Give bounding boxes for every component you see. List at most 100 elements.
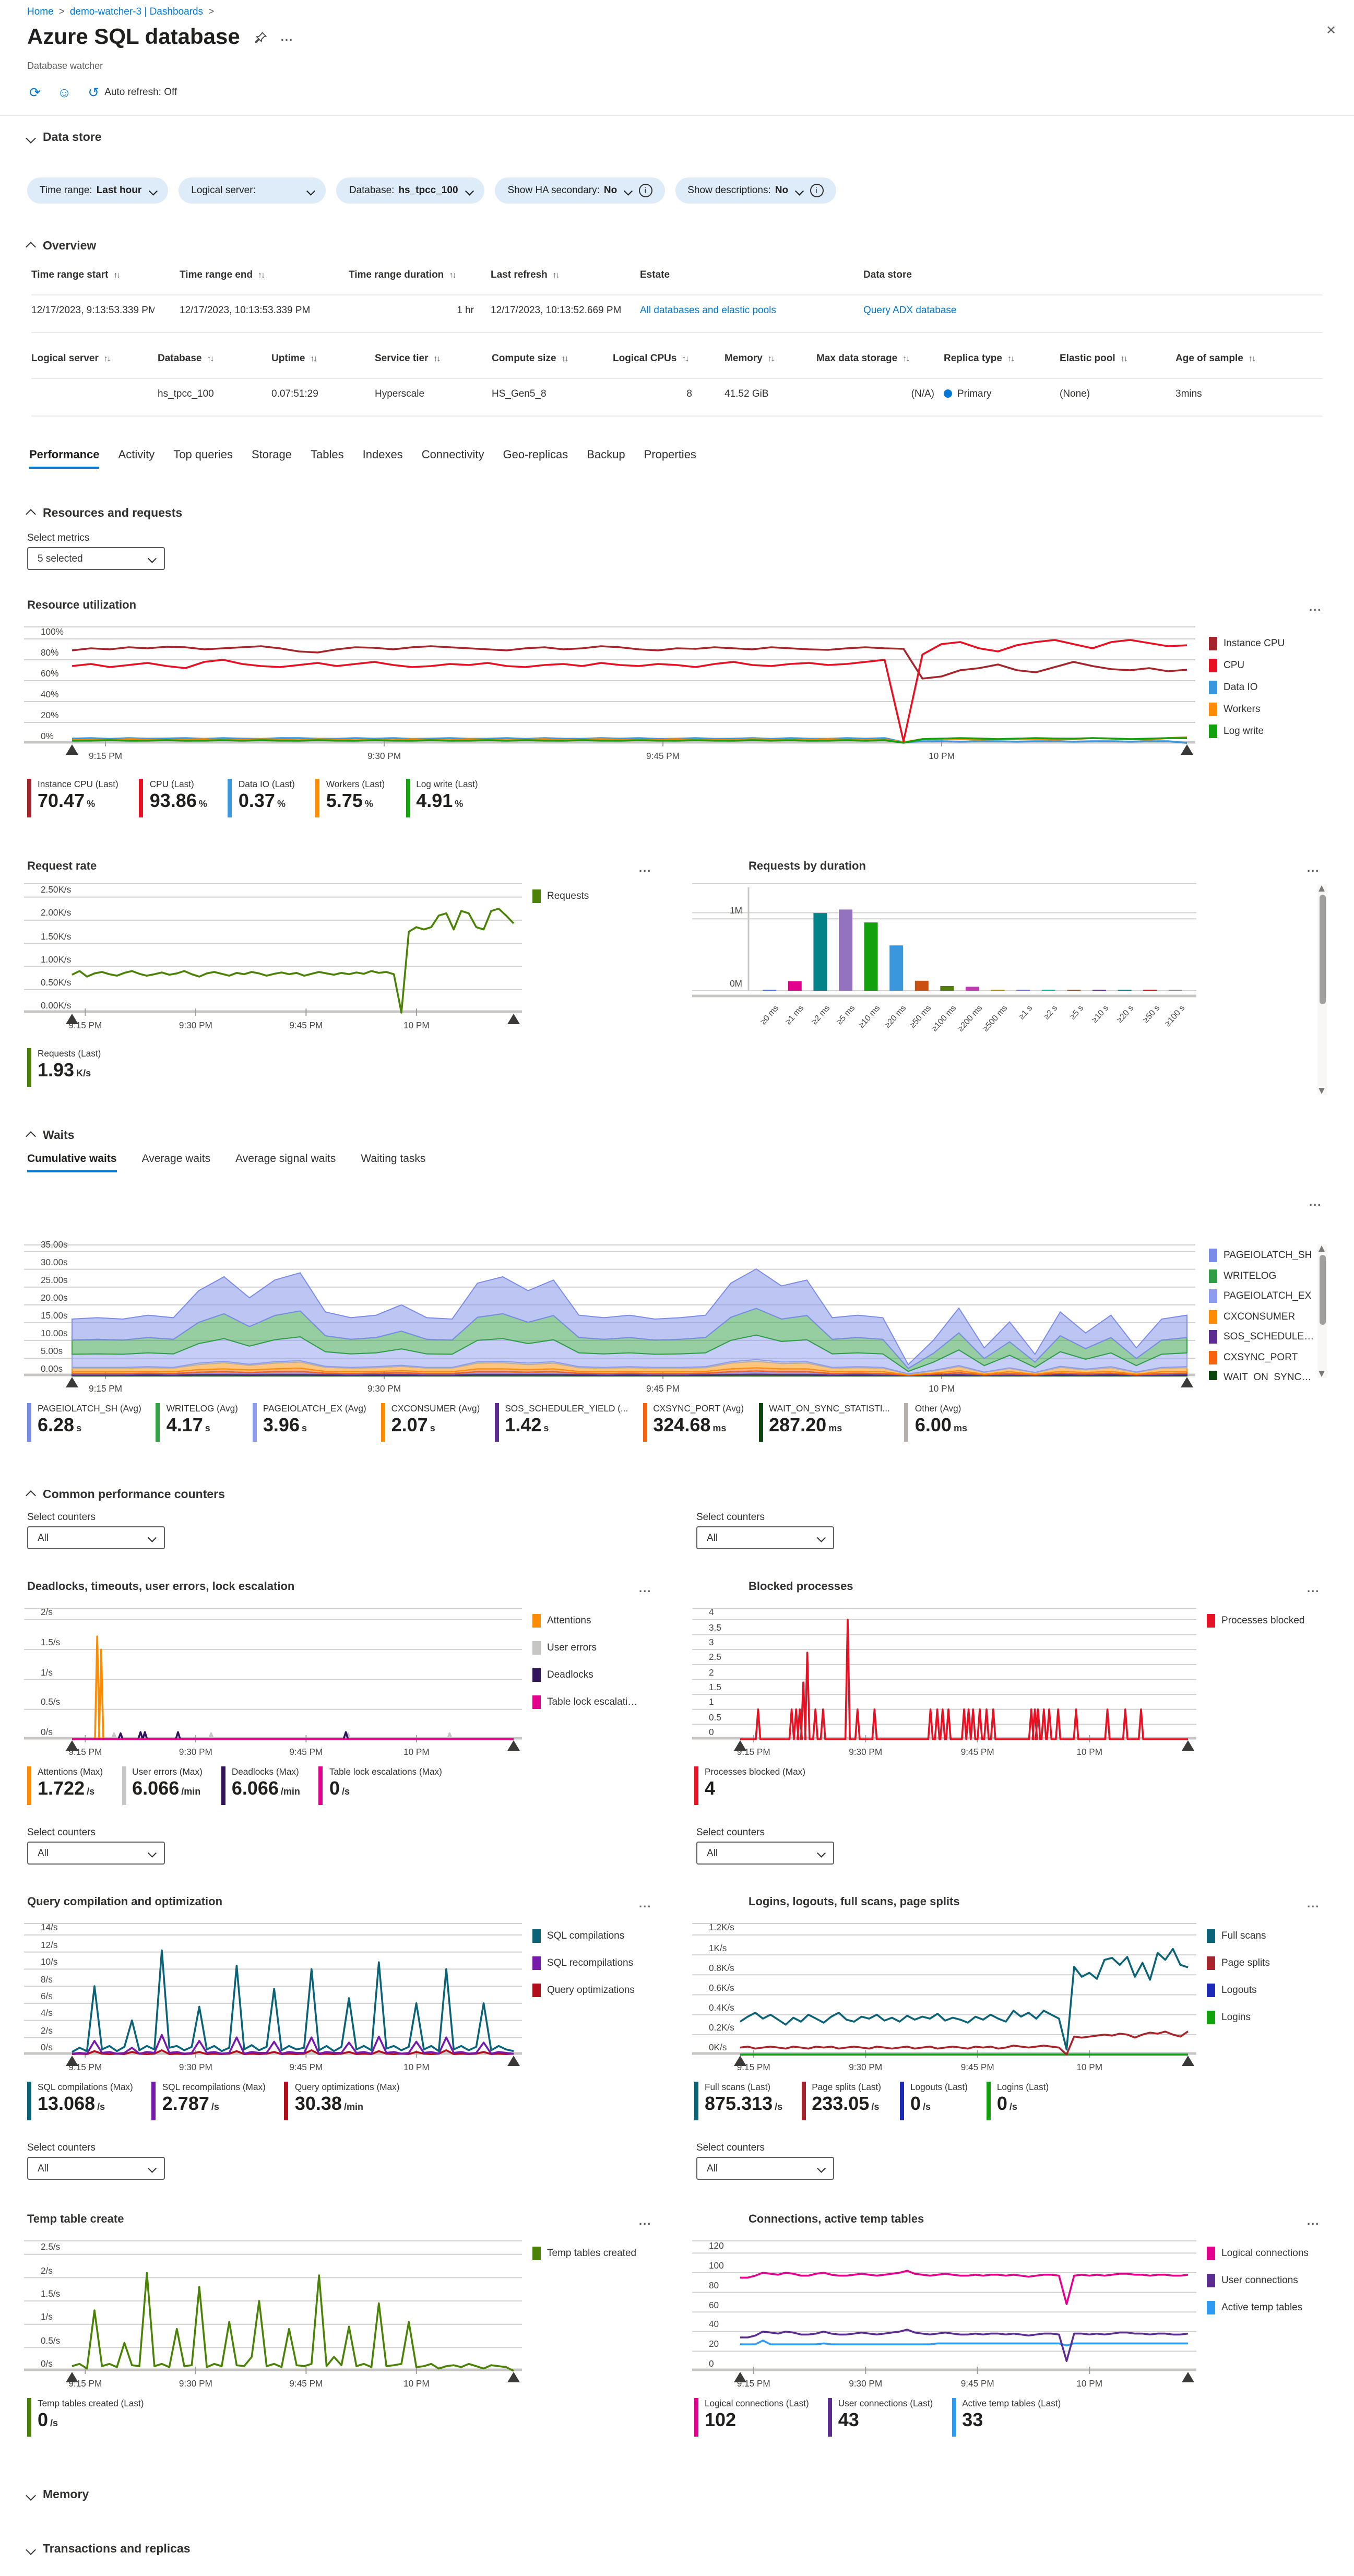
select-counters-dropdown[interactable]: All (27, 1526, 165, 1549)
legend-item-writelog[interactable]: WRITELOG (1209, 1269, 1276, 1283)
waits-tab-waiting-tasks[interactable]: Waiting tasks (361, 1153, 426, 1165)
scroll-thumb[interactable] (1319, 895, 1325, 1005)
range-slider-right-handle[interactable] (1180, 1376, 1193, 1387)
range-slider-left-handle[interactable] (733, 1740, 746, 1750)
column-header-estate[interactable]: Estate (640, 269, 853, 281)
legend-item-query-optimizations[interactable]: Query optimizations (532, 1984, 635, 1997)
legend-item-attentions[interactable]: Attentions (532, 1614, 591, 1628)
select-metrics-dropdown[interactable]: 5 selected (27, 547, 165, 570)
legend-item-user-connections[interactable]: User connections (1207, 2274, 1298, 2287)
range-slider-left-handle[interactable] (65, 1013, 78, 1024)
tab-indexes[interactable]: Indexes (362, 449, 403, 461)
section-waits[interactable]: Waits (26, 1130, 75, 1142)
legend-item-sql-recompilations[interactable]: SQL recompilations (532, 1956, 633, 1970)
more-icon[interactable] (639, 1898, 651, 1910)
column-header-last-refresh[interactable]: Last refresh (491, 269, 626, 281)
range-slider-right-handle[interactable] (507, 1740, 519, 1750)
column-header-age-of-sample[interactable]: Age of sample (1175, 353, 1301, 364)
column-header-max-data-storage[interactable]: Max data storage (816, 353, 934, 364)
range-slider-left-handle[interactable] (65, 744, 78, 754)
legend-item-deadlocks[interactable]: Deadlocks (532, 1668, 593, 1682)
info-icon[interactable] (810, 184, 824, 197)
column-header-data-store[interactable]: Data store (863, 269, 1072, 281)
breadcrumb-dashboards[interactable]: demo-watcher-3 | Dashboards (69, 6, 204, 18)
legend-item-logouts[interactable]: Logouts (1207, 1984, 1257, 1997)
column-header-elastic-pool[interactable]: Elastic pool (1060, 353, 1164, 364)
legend-item-active-temp-tables[interactable]: Active temp tables (1207, 2301, 1302, 2314)
section-overview[interactable]: Overview (26, 240, 96, 253)
more-icon[interactable] (1307, 862, 1320, 875)
waits-tab-average-signal-waits[interactable]: Average signal waits (235, 1153, 336, 1165)
select-counters-dropdown[interactable]: All (27, 2157, 165, 2180)
column-header-replica-type[interactable]: Replica type (944, 353, 1048, 364)
table-link-all-databases-and-elastic-pools[interactable]: All databases and elastic pools (640, 305, 776, 316)
column-header-logical-server[interactable]: Logical server (31, 353, 144, 364)
more-icon[interactable] (639, 1583, 651, 1595)
section-counters[interactable]: Common performance counters (26, 1489, 225, 1501)
refresh-icon[interactable]: ⟳ (29, 85, 41, 100)
section-memory[interactable]: Memory (26, 2489, 89, 2501)
more-icon[interactable] (639, 862, 651, 875)
more-icon[interactable] (1307, 1898, 1320, 1910)
legend-item-user-errors[interactable]: User errors (532, 1641, 597, 1655)
waits-tab-cumulative-waits[interactable]: Cumulative waits (27, 1153, 117, 1172)
legend-item-table-lock-escalations[interactable]: Table lock escalations (532, 1695, 639, 1709)
tab-activity[interactable]: Activity (118, 449, 155, 461)
filter-pill-logical-server[interactable]: Logical server: (179, 177, 326, 204)
range-slider-right-handle[interactable] (507, 1013, 519, 1024)
tab-geo-replicas[interactable]: Geo-replicas (503, 449, 568, 461)
column-header-time-range-end[interactable]: Time range end (180, 269, 310, 281)
section-data-store[interactable]: Data store (26, 132, 102, 144)
scroll-down-icon[interactable] (1319, 1371, 1325, 1377)
legend-item-processes-blocked[interactable]: Processes blocked (1207, 1614, 1304, 1628)
range-slider-right-handle[interactable] (1181, 2371, 1194, 2382)
tab-connectivity[interactable]: Connectivity (421, 449, 484, 461)
column-header-compute-size[interactable]: Compute size (492, 353, 600, 364)
legend-item-logins[interactable]: Logins (1207, 2011, 1251, 2024)
tab-top-queries[interactable]: Top queries (173, 449, 233, 461)
legend-item-cxsync-port[interactable]: CXSYNC_PORT (1209, 1350, 1298, 1364)
legend-item-workers[interactable]: Workers (1209, 703, 1260, 716)
select-counters-dropdown[interactable]: All (696, 1526, 834, 1549)
more-icon[interactable] (639, 2215, 651, 2228)
filter-pill-database[interactable]: Database: hs_tpcc_100 (336, 177, 485, 204)
legend-item-wait-on-sync-statistics[interactable]: WAIT_ON_SYNC_STATISTICS (1209, 1371, 1315, 1380)
range-slider-left-handle[interactable] (733, 2371, 746, 2382)
select-counters-dropdown[interactable]: All (696, 2157, 834, 2180)
range-slider-left-handle[interactable] (65, 1740, 78, 1750)
legend-item-instance-cpu[interactable]: Instance CPU (1209, 637, 1285, 650)
auto-refresh-button[interactable]: ↺ Auto refresh: Off (88, 86, 177, 99)
breadcrumb-home[interactable]: Home (27, 6, 54, 18)
legend-scrollbar[interactable] (1317, 1244, 1327, 1378)
waits-tab-average-waits[interactable]: Average waits (141, 1153, 211, 1165)
range-slider-right-handle[interactable] (507, 2371, 519, 2382)
legend-item-cpu[interactable]: CPU (1209, 659, 1244, 672)
column-header-service-tier[interactable]: Service tier (375, 353, 479, 364)
close-icon[interactable] (1326, 23, 1336, 38)
legend-item-pageiolatch-sh[interactable]: PAGEIOLATCH_SH (1209, 1249, 1312, 1262)
legend-scrollbar[interactable] (1317, 884, 1327, 1095)
filter-pill-show-descriptions[interactable]: Show descriptions: No (675, 177, 836, 204)
scroll-thumb[interactable] (1319, 1255, 1325, 1325)
legend-item-sql-compilations[interactable]: SQL compilations (532, 1929, 624, 1943)
legend-item-cxconsumer[interactable]: CXCONSUMER (1209, 1310, 1295, 1323)
legend-item-pageiolatch-ex[interactable]: PAGEIOLATCH_EX (1209, 1289, 1311, 1303)
range-slider-right-handle[interactable] (1181, 1740, 1194, 1750)
range-slider-left-handle[interactable] (65, 2055, 78, 2065)
legend-item-data-io[interactable]: Data IO (1209, 681, 1258, 694)
range-slider-left-handle[interactable] (733, 2055, 746, 2065)
legend-item-page-splits[interactable]: Page splits (1207, 1956, 1270, 1970)
legend-item-requests[interactable]: Requests (532, 889, 589, 903)
range-slider-right-handle[interactable] (1180, 744, 1193, 754)
column-header-database[interactable]: Database (158, 353, 259, 364)
more-icon[interactable] (1307, 1583, 1320, 1595)
feedback-icon[interactable]: ☺ (57, 85, 72, 100)
select-counters-dropdown[interactable]: All (696, 1842, 834, 1865)
legend-item-log-write[interactable]: Log write (1209, 725, 1264, 738)
scroll-down-icon[interactable] (1319, 1088, 1325, 1094)
info-icon[interactable] (638, 184, 652, 197)
more-icon[interactable] (1309, 1196, 1322, 1209)
legend-item-temp-tables-created[interactable]: Temp tables created (532, 2247, 636, 2260)
table-link-query-adx-database[interactable]: Query ADX database (863, 305, 957, 316)
column-header-logical-cpus[interactable]: Logical CPUs (613, 353, 692, 364)
